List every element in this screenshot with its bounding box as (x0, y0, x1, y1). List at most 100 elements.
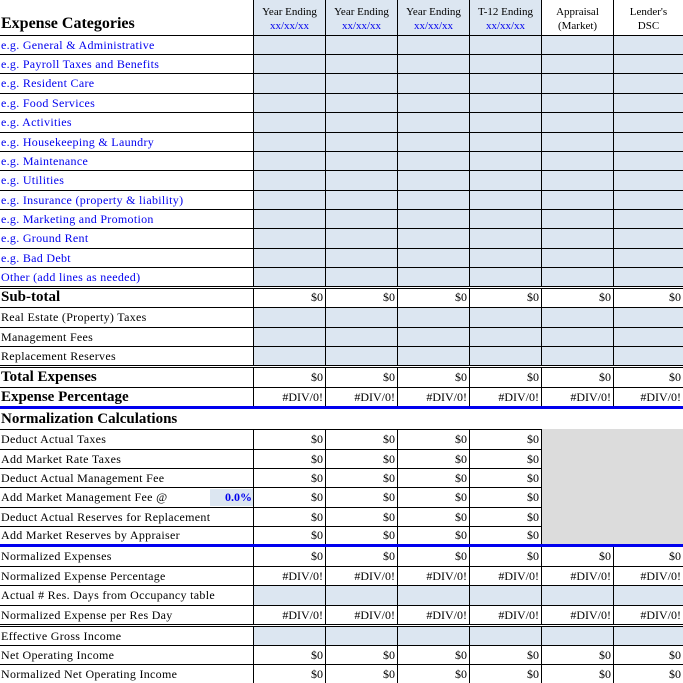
row-label[interactable]: e.g. General & Administrative (1, 37, 155, 52)
management-fee-percent-input[interactable]: 0.0% (210, 489, 254, 506)
input-cell[interactable] (613, 210, 683, 228)
input-cell[interactable] (397, 268, 469, 286)
input-cell[interactable] (469, 152, 541, 170)
input-cell[interactable] (613, 36, 683, 54)
input-cell[interactable] (613, 133, 683, 151)
input-cell[interactable] (253, 586, 325, 605)
row-label[interactable]: e.g. Payroll Taxes and Benefits (1, 56, 160, 71)
input-cell[interactable] (541, 94, 613, 112)
row-label[interactable]: e.g. Bad Debt (1, 250, 71, 265)
input-cell[interactable] (397, 191, 469, 209)
input-cell[interactable] (469, 347, 541, 365)
input-cell[interactable] (325, 74, 397, 93)
input-cell[interactable] (325, 191, 397, 209)
row-label[interactable]: Other (add lines as needed) (1, 269, 141, 284)
input-cell[interactable] (325, 347, 397, 365)
input-cell[interactable] (613, 268, 683, 286)
input-cell[interactable] (613, 55, 683, 73)
input-cell[interactable] (397, 328, 469, 346)
input-cell[interactable] (325, 328, 397, 346)
input-cell[interactable] (397, 171, 469, 190)
row-label[interactable]: e.g. Marketing and Promotion (1, 211, 154, 226)
input-cell[interactable] (325, 113, 397, 132)
input-cell[interactable] (253, 308, 325, 327)
input-cell[interactable] (253, 171, 325, 190)
input-cell[interactable] (325, 55, 397, 73)
input-cell[interactable] (253, 152, 325, 170)
input-cell[interactable] (397, 210, 469, 228)
input-cell[interactable] (613, 627, 683, 645)
input-cell[interactable] (325, 36, 397, 54)
input-cell[interactable] (541, 113, 613, 132)
input-cell[interactable] (253, 94, 325, 112)
input-cell[interactable] (613, 94, 683, 112)
input-cell[interactable] (613, 113, 683, 132)
input-cell[interactable] (541, 249, 613, 267)
input-cell[interactable] (469, 94, 541, 112)
input-cell[interactable] (469, 36, 541, 54)
input-cell[interactable] (325, 268, 397, 286)
input-cell[interactable] (397, 74, 469, 93)
row-label[interactable]: e.g. Activities (1, 115, 72, 129)
input-cell[interactable] (253, 74, 325, 93)
input-cell[interactable] (253, 328, 325, 346)
row-label[interactable]: e.g. Housekeeping & Laundry (1, 134, 155, 149)
input-cell[interactable] (469, 133, 541, 151)
row-label[interactable]: e.g. Food Services (1, 95, 96, 110)
input-cell[interactable] (469, 627, 541, 645)
input-cell[interactable] (397, 152, 469, 170)
input-cell[interactable] (397, 308, 469, 327)
input-cell[interactable] (541, 152, 613, 170)
input-cell[interactable] (613, 328, 683, 346)
row-label[interactable]: e.g. Maintenance (1, 153, 89, 168)
input-cell[interactable] (397, 586, 469, 605)
row-label[interactable]: e.g. Utilities (1, 173, 65, 187)
input-cell[interactable] (397, 36, 469, 54)
input-cell[interactable] (397, 347, 469, 365)
input-cell[interactable] (469, 249, 541, 267)
input-cell[interactable] (541, 268, 613, 286)
input-cell[interactable] (397, 249, 469, 267)
input-cell[interactable] (253, 229, 325, 248)
input-cell[interactable] (541, 347, 613, 365)
input-cell[interactable] (469, 74, 541, 93)
input-cell[interactable] (397, 133, 469, 151)
row-label[interactable]: e.g. Insurance (property & liability) (1, 192, 184, 207)
input-cell[interactable] (253, 347, 325, 365)
input-cell[interactable] (469, 229, 541, 248)
input-cell[interactable] (613, 249, 683, 267)
input-cell[interactable] (541, 586, 613, 605)
input-cell[interactable] (397, 113, 469, 132)
input-cell[interactable] (325, 229, 397, 248)
input-cell[interactable] (325, 627, 397, 645)
column-header[interactable]: Year Ending xx/xx/xx (397, 0, 469, 36)
input-cell[interactable] (253, 210, 325, 228)
column-header[interactable]: Appraisal (Market) (541, 0, 613, 36)
input-cell[interactable] (613, 586, 683, 605)
input-cell[interactable] (541, 36, 613, 54)
input-cell[interactable] (397, 94, 469, 112)
input-cell[interactable] (613, 191, 683, 209)
input-cell[interactable] (613, 229, 683, 248)
input-cell[interactable] (541, 210, 613, 228)
input-cell[interactable] (253, 55, 325, 73)
input-cell[interactable] (469, 586, 541, 605)
input-cell[interactable] (325, 133, 397, 151)
column-header[interactable]: Lender's DSC (613, 0, 683, 36)
input-cell[interactable] (325, 152, 397, 170)
input-cell[interactable] (613, 152, 683, 170)
row-label[interactable]: e.g. Ground Rent (1, 231, 89, 245)
input-cell[interactable] (253, 249, 325, 267)
input-cell[interactable] (253, 133, 325, 151)
input-cell[interactable] (253, 191, 325, 209)
row-label[interactable]: e.g. Resident Care (1, 76, 95, 90)
input-cell[interactable] (469, 191, 541, 209)
input-cell[interactable] (541, 229, 613, 248)
input-cell[interactable] (253, 113, 325, 132)
input-cell[interactable] (613, 74, 683, 93)
input-cell[interactable] (397, 55, 469, 73)
input-cell[interactable] (325, 586, 397, 605)
input-cell[interactable] (469, 55, 541, 73)
input-cell[interactable] (325, 249, 397, 267)
input-cell[interactable] (325, 171, 397, 190)
